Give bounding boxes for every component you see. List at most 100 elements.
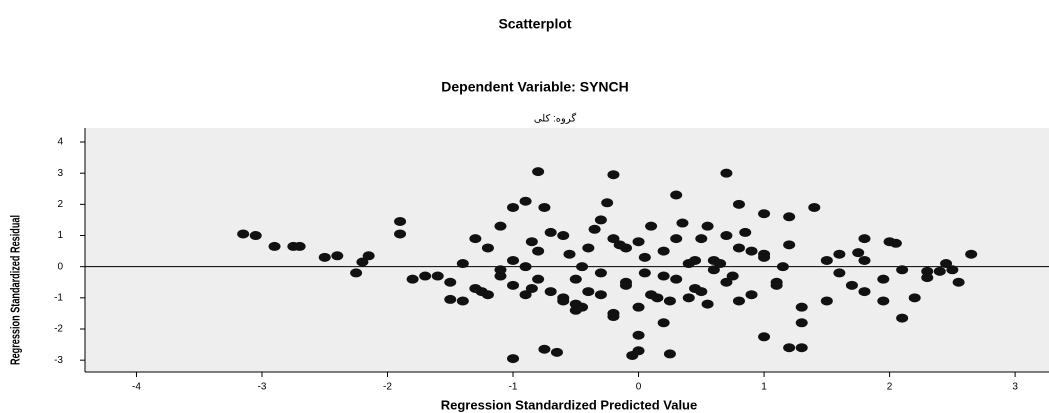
point: [507, 354, 519, 363]
point: [538, 345, 550, 354]
point: [746, 247, 758, 256]
y-tick-label: 2: [57, 199, 63, 210]
point: [689, 256, 701, 265]
x-tick-label: -3: [258, 382, 267, 393]
point: [419, 272, 431, 281]
chart: Scatterplot Dependent Variable: SYNCH گر…: [0, 0, 1049, 413]
point: [394, 217, 406, 226]
point: [808, 203, 820, 212]
point: [482, 290, 494, 299]
point: [363, 251, 375, 260]
x-tick-label: 1: [761, 382, 767, 393]
point: [921, 273, 933, 282]
point: [858, 234, 870, 243]
point: [595, 215, 607, 224]
point: [664, 296, 676, 305]
point: [877, 275, 889, 284]
point: [269, 242, 281, 251]
point: [545, 287, 557, 296]
point: [532, 167, 544, 176]
y-tick-label: -3: [54, 355, 63, 366]
point: [758, 253, 770, 262]
chart-subtitle: Dependent Variable: SYNCH: [441, 79, 629, 95]
x-tick-label: -2: [383, 382, 392, 393]
plot-area: [85, 128, 1049, 372]
y-tick-label: -1: [54, 292, 63, 303]
y-tick-label: 0: [57, 261, 63, 272]
point: [720, 231, 732, 240]
point: [695, 287, 707, 296]
point: [507, 281, 519, 290]
point: [607, 312, 619, 321]
y-tick-label: 1: [57, 230, 63, 241]
point: [633, 303, 645, 312]
point: [670, 190, 682, 199]
point: [444, 278, 456, 287]
point: [432, 272, 444, 281]
point: [457, 259, 469, 268]
point: [595, 290, 607, 299]
point: [733, 243, 745, 252]
point: [639, 268, 651, 277]
point: [538, 203, 550, 212]
point: [702, 222, 714, 231]
point: [469, 284, 481, 293]
point: [607, 234, 619, 243]
y-tick-label: 4: [57, 137, 63, 148]
point: [570, 275, 582, 284]
point: [890, 239, 902, 248]
point: [520, 197, 532, 206]
x-tick-label: 3: [1012, 382, 1018, 393]
point: [457, 296, 469, 305]
point: [507, 256, 519, 265]
point: [777, 262, 789, 271]
point: [520, 262, 532, 271]
point: [394, 229, 406, 238]
point: [526, 237, 538, 246]
point: [532, 275, 544, 284]
x-tick-label: -4: [132, 382, 141, 393]
point: [909, 293, 921, 302]
point: [695, 234, 707, 243]
point: [833, 250, 845, 259]
point: [846, 281, 858, 290]
point: [607, 170, 619, 179]
point: [633, 237, 645, 246]
point: [896, 265, 908, 274]
point: [469, 234, 481, 243]
point: [589, 225, 601, 234]
y-tick-label: 3: [57, 168, 63, 179]
point: [821, 256, 833, 265]
point: [896, 314, 908, 323]
x-axis-title: Regression Standardized Predicted Value: [441, 397, 697, 412]
point: [557, 231, 569, 240]
point: [783, 212, 795, 221]
point: [620, 281, 632, 290]
point: [237, 229, 249, 238]
point: [796, 343, 808, 352]
point: [444, 295, 456, 304]
point: [595, 268, 607, 277]
point: [407, 275, 419, 284]
point: [676, 219, 688, 228]
point: [601, 198, 613, 207]
point: [739, 228, 751, 237]
point: [796, 303, 808, 312]
point: [350, 268, 362, 277]
point: [702, 300, 714, 309]
panel-label: گروه: کلی: [534, 113, 577, 125]
point: [934, 267, 946, 276]
point: [852, 248, 864, 257]
point: [331, 251, 343, 260]
point: [532, 247, 544, 256]
point: [551, 348, 563, 357]
point: [658, 318, 670, 327]
point: [620, 243, 632, 252]
x-tick-label: -1: [509, 382, 518, 393]
point: [746, 290, 758, 299]
chart-title: Scatterplot: [498, 16, 571, 32]
point: [965, 250, 977, 259]
x-tick-label: 0: [636, 382, 642, 393]
point: [507, 203, 519, 212]
point: [733, 296, 745, 305]
